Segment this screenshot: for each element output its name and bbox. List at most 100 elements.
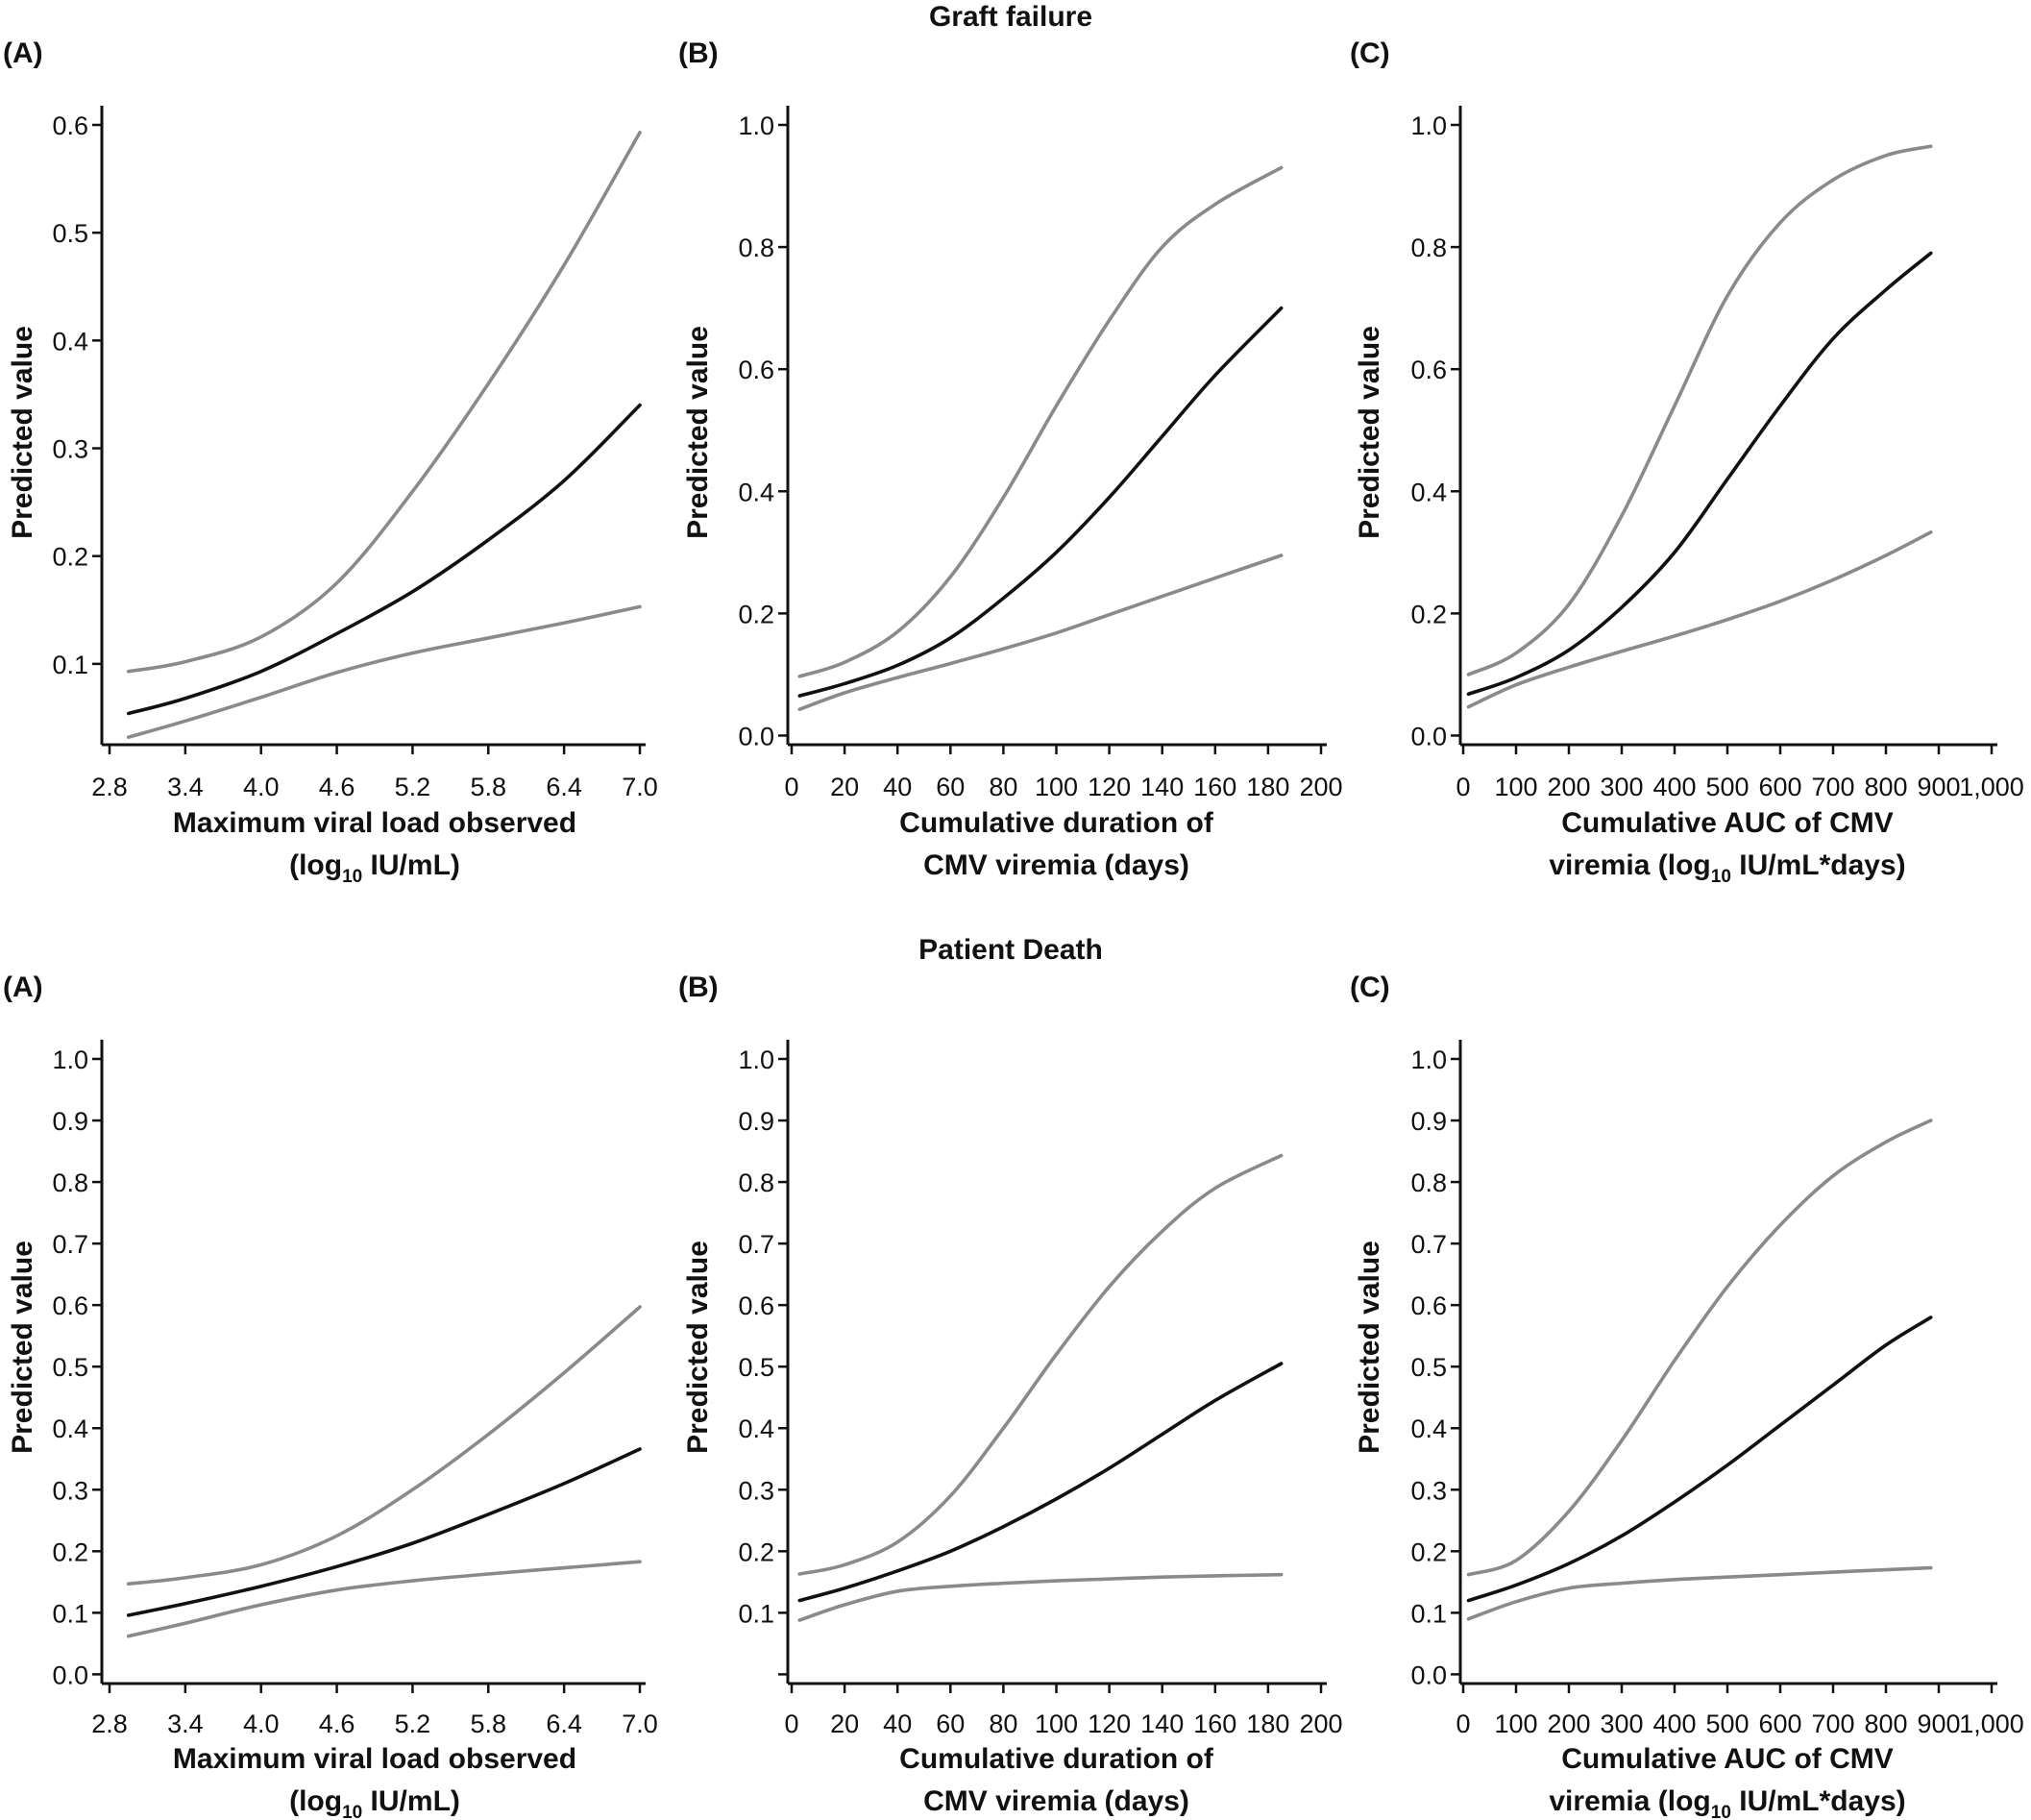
y-tick-label: 0.6 <box>738 356 774 384</box>
series-line-ci <box>797 1153 1284 1576</box>
y-tick-label: 0.4 <box>52 1414 88 1443</box>
x-axis-title-line: Cumulative duration of <box>899 1743 1214 1775</box>
y-tick-label: 0.7 <box>738 1230 774 1259</box>
x-tick-label: 600 <box>1758 773 1801 801</box>
y-tick-label: 0.4 <box>1410 1414 1447 1443</box>
label-segment: Cumulative AUC of CMV <box>1561 1743 1894 1775</box>
y-tick-label: 0.1 <box>52 651 88 679</box>
x-tick-label: 120 <box>1088 773 1131 801</box>
x-axis-title-line: Cumulative duration of <box>899 807 1214 839</box>
x-axis-title-line: viremia (log10 IU/mL*days) <box>1549 849 1905 887</box>
x-axis-title-line: Cumulative AUC of CMV <box>1561 1743 1894 1775</box>
label-segment: IU/mL*days) <box>1731 849 1906 881</box>
chart-panel-pd-c: (C) 0.0 0.1 0.2 0.3 0.4 0.5 0.6 0.7 0.8 0.9 1.0 0 100… <box>1350 971 2024 1820</box>
y-tick-label: 0.2 <box>52 543 88 572</box>
x-tick-label: 2.8 <box>91 1709 128 1738</box>
y-tick-label: 0.2 <box>738 600 774 628</box>
x-tick-label: 100 <box>1494 1709 1537 1738</box>
x-tick-label: 0 <box>1456 1709 1470 1738</box>
x-axis-title-line: viremia (log10 IU/mL*days) <box>1549 1785 1905 1820</box>
label-segment: viremia (log <box>1549 849 1710 881</box>
x-tick-label: 300 <box>1600 773 1643 801</box>
label-segment: (log <box>289 1785 342 1817</box>
chart-panel-pd-b: (B) 0.1 0.2 0.3 0.4 0.5 0.6 0.7 0.8 0.9 1.0 0 20 40 60… <box>678 971 1343 1817</box>
x-tick-label: 6.4 <box>546 1709 582 1738</box>
x-tick-label: 6.4 <box>546 773 582 801</box>
label-segment: (log <box>289 849 342 881</box>
x-tick-label: 80 <box>989 1709 1017 1738</box>
y-tick-label: 1.0 <box>1410 1045 1447 1074</box>
y-tick-label: 1.0 <box>52 1045 88 1074</box>
x-tick-label: 180 <box>1246 773 1289 801</box>
x-tick-label: 800 <box>1864 773 1907 801</box>
y-tick-label: 0.6 <box>52 111 88 140</box>
x-tick-label: 2.8 <box>91 773 128 801</box>
y-tick-label: 0.0 <box>1410 722 1447 750</box>
x-tick-label: 100 <box>1494 773 1537 801</box>
x-tick-label: 160 <box>1193 1709 1236 1738</box>
x-tick-label: 200 <box>1547 1709 1590 1738</box>
x-tick-label: 3.4 <box>167 773 204 801</box>
x-axis-title-line: (log10 IU/mL) <box>289 849 460 887</box>
panel-label: (A) <box>3 971 43 1003</box>
series-line-ci <box>797 553 1284 711</box>
series-line-predicted <box>1466 251 1933 697</box>
x-tick-label: 120 <box>1088 1709 1131 1738</box>
series-line-ci <box>797 165 1284 678</box>
subscript: 10 <box>342 867 362 887</box>
x-tick-label: 1,000 <box>1959 1709 2024 1738</box>
y-tick-label: 0.4 <box>52 327 88 356</box>
series-line-predicted <box>797 306 1284 698</box>
y-tick-label: 0.3 <box>738 1476 774 1505</box>
x-tick-label: 60 <box>936 1709 965 1738</box>
series-line-ci <box>126 1305 642 1586</box>
series-line-ci <box>797 1572 1284 1622</box>
x-tick-label: 4.6 <box>319 1709 355 1738</box>
y-tick-label: 0.6 <box>1410 1291 1447 1320</box>
label-segment: IU/mL) <box>362 1785 460 1817</box>
x-tick-label: 7.0 <box>622 1709 658 1738</box>
x-tick-label: 80 <box>989 773 1017 801</box>
x-tick-label: 600 <box>1758 1709 1801 1738</box>
x-tick-label: 180 <box>1246 1709 1289 1738</box>
y-tick-label: 0.1 <box>738 1599 774 1628</box>
y-tick-label: 1.0 <box>1410 111 1447 140</box>
y-tick-label: 0.2 <box>52 1537 88 1566</box>
label-segment: viremia (log <box>1549 1785 1710 1817</box>
y-tick-label: 0.3 <box>52 1476 88 1505</box>
subscript: 10 <box>342 1803 362 1820</box>
subscript: 10 <box>1711 1803 1731 1820</box>
x-tick-label: 40 <box>883 1709 912 1738</box>
series-line-ci <box>126 604 642 739</box>
panel-label: (B) <box>678 971 719 1003</box>
y-tick-label: 0.5 <box>1410 1353 1447 1382</box>
x-tick-label: 0 <box>1456 773 1470 801</box>
label-segment: Cumulative AUC of CMV <box>1561 807 1894 839</box>
label-segment: Maximum viral load observed <box>173 807 576 839</box>
label-segment: IU/mL*days) <box>1731 1785 1906 1817</box>
y-axis-title: Predicted value <box>1354 326 1385 539</box>
y-tick-label: 0.1 <box>1410 1599 1447 1628</box>
x-axis-title-line: CMV viremia (days) <box>923 849 1189 881</box>
panel-label: (C) <box>1350 37 1390 69</box>
x-tick-label: 100 <box>1035 773 1078 801</box>
x-tick-label: 140 <box>1140 1709 1184 1738</box>
y-axis-title: Predicted value <box>682 326 714 539</box>
x-tick-label: 800 <box>1864 1709 1907 1738</box>
x-tick-label: 200 <box>1299 773 1342 801</box>
y-tick-label: 0.8 <box>1410 234 1447 262</box>
y-tick-label: 0.9 <box>52 1107 88 1136</box>
y-tick-label: 0.0 <box>1410 1660 1447 1689</box>
y-tick-label: 0.7 <box>52 1230 88 1259</box>
series-line-predicted <box>1466 1316 1933 1603</box>
x-tick-label: 200 <box>1299 1709 1342 1738</box>
y-tick-label: 0.2 <box>1410 600 1447 628</box>
label-segment: Cumulative duration of <box>899 807 1214 839</box>
y-tick-label: 0.6 <box>738 1291 774 1320</box>
x-tick-label: 5.8 <box>471 1709 507 1738</box>
x-axis-title-line: Maximum viral load observed <box>173 1743 576 1775</box>
y-tick-label: 0.4 <box>738 478 774 506</box>
y-tick-label: 0.4 <box>1410 478 1447 506</box>
x-tick-label: 5.2 <box>395 773 431 801</box>
